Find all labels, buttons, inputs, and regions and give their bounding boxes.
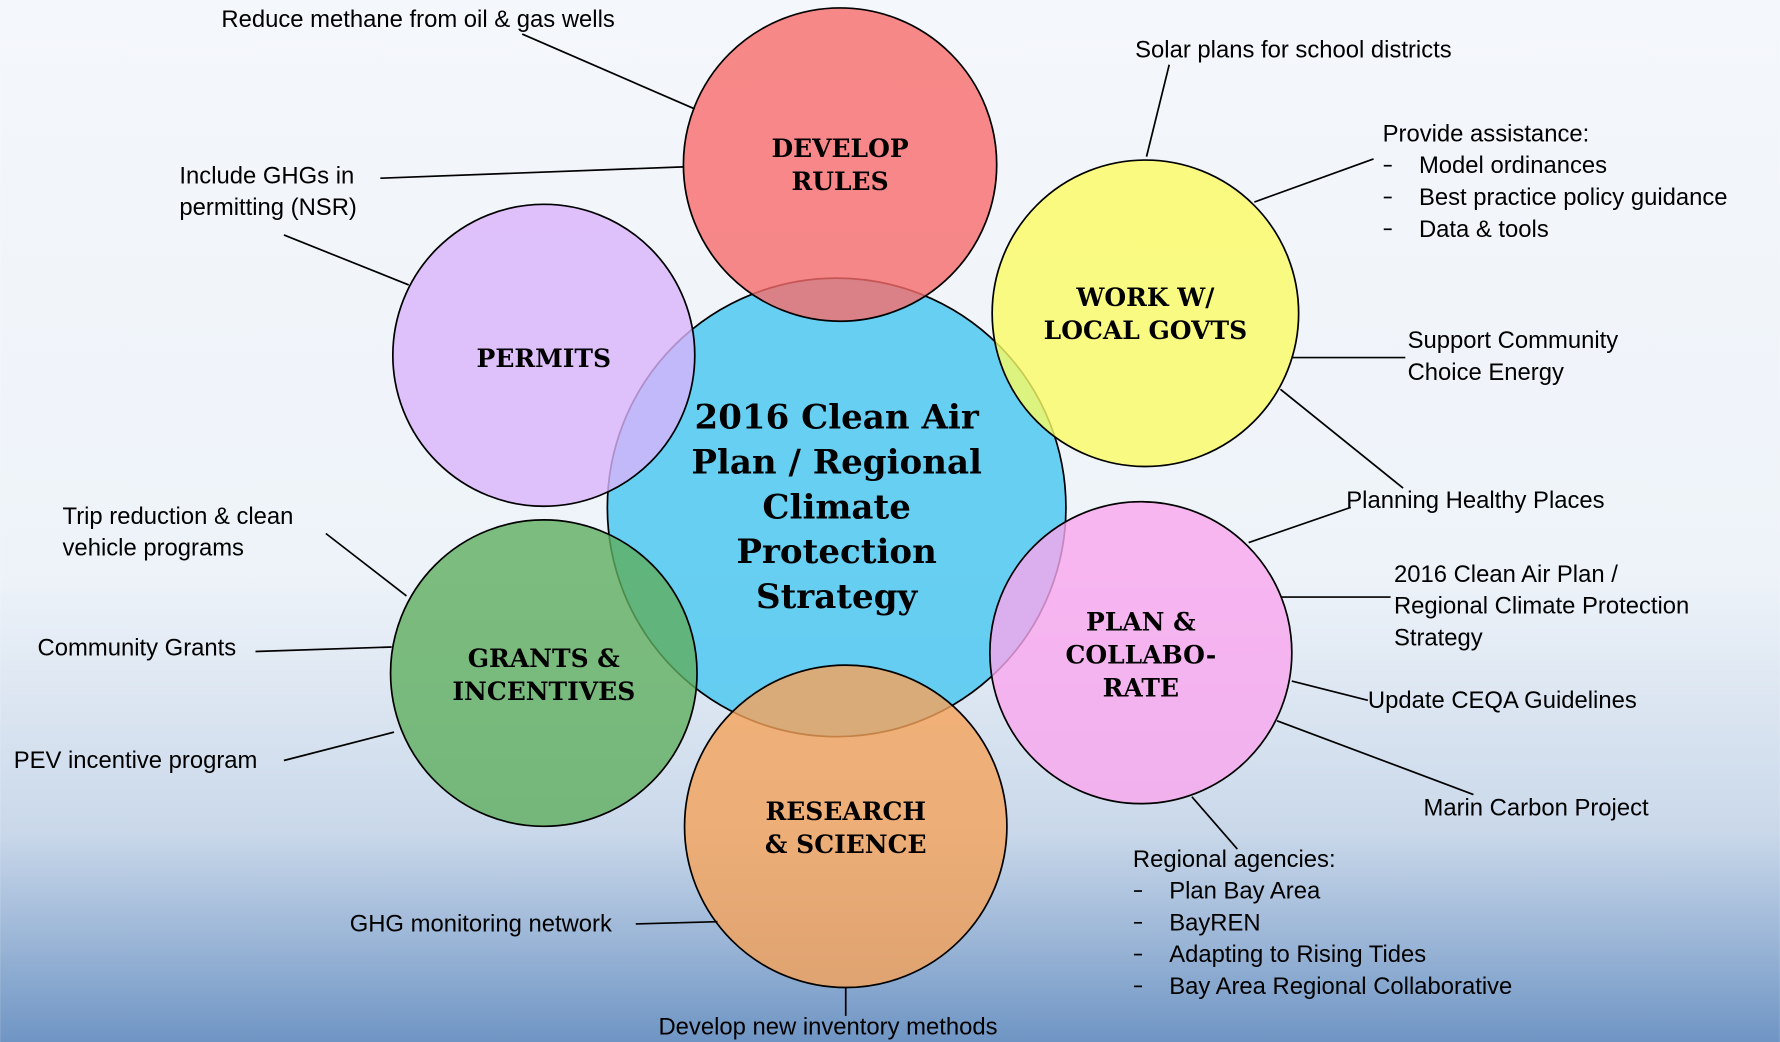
node-label: PLAN & <box>1086 608 1196 637</box>
node-circle <box>991 159 1300 468</box>
node-label: WORK W/ <box>1075 283 1215 312</box>
leader-line <box>1254 158 1374 203</box>
callout-text: Community Grants <box>38 635 237 662</box>
center-label: Plan / Regional <box>691 443 982 483</box>
center-label: 2016 Clean Air <box>695 398 980 438</box>
callout-text: vehicle programs <box>63 535 245 562</box>
leader-line <box>1279 388 1404 489</box>
node-label: DEVELOP <box>771 134 908 163</box>
node-label: PERMITS <box>477 344 612 373</box>
leader-line <box>325 532 407 597</box>
node-label: INCENTIVES <box>452 677 635 706</box>
callout-text: Marin Carbon Project <box>1423 795 1649 822</box>
callout-text: Strategy <box>1394 624 1483 651</box>
node-circle <box>989 500 1293 805</box>
node-label: COLLABO- <box>1066 640 1217 669</box>
node-label: LOCAL GOVTS <box>1044 316 1247 345</box>
callout-item: Data & tools <box>1419 216 1549 243</box>
center-label: Climate <box>762 487 910 527</box>
center-label: Strategy <box>756 577 919 617</box>
leader-line <box>521 33 696 110</box>
leader-line <box>635 920 718 925</box>
callout-item: Model ordinances <box>1419 152 1607 179</box>
callout-text: GHG monitoring network <box>350 910 612 937</box>
callout-item: Bay Area Regional Collaborative <box>1169 973 1512 1000</box>
callout-text: Update CEQA Guidelines <box>1368 687 1637 714</box>
callout-item: Plan Bay Area <box>1169 878 1321 905</box>
leader-line <box>1145 64 1171 157</box>
callout-text: Regional Climate Protection <box>1394 593 1689 620</box>
callout-text: Provide assistance: <box>1383 120 1590 147</box>
leader-line <box>283 731 395 762</box>
callout-text: Develop new inventory methods <box>658 1014 997 1041</box>
callout-text: Solar plans for school districts <box>1135 36 1452 63</box>
node-circle <box>391 203 696 508</box>
callout-text: Regional agencies: <box>1133 846 1336 873</box>
node-label: RATE <box>1103 673 1179 702</box>
leader-line <box>255 646 392 653</box>
callout-text: Planning Healthy Places <box>1346 487 1604 514</box>
callout-text: Trip reduction & clean <box>63 503 294 530</box>
callout-item: Adapting to Rising Tides <box>1169 941 1426 968</box>
center-label: Protection <box>736 532 937 572</box>
leader-line <box>380 166 684 180</box>
callout-text: Support Community <box>1408 327 1619 354</box>
callout-text: permitting (NSR) <box>179 194 356 221</box>
callout-item: BayREN <box>1169 909 1260 936</box>
node-circle <box>682 7 998 323</box>
node-circle <box>683 664 1008 989</box>
leader-line <box>1276 719 1474 796</box>
node-label: & SCIENCE <box>765 830 927 859</box>
leader-line <box>283 234 410 286</box>
callout-text: Reduce methane from oil & gas wells <box>221 6 614 33</box>
leader-line <box>1248 506 1352 544</box>
node-label: RESEARCH <box>766 797 926 826</box>
leader-line <box>1291 680 1369 702</box>
node-circle <box>389 519 698 828</box>
callout-item: Best practice policy guidance <box>1419 184 1728 211</box>
callout-text: Include GHGs in <box>179 162 354 189</box>
node-label: GRANTS & <box>468 644 621 673</box>
callout-text: PEV incentive program <box>14 747 258 774</box>
callout-text: 2016 Clean Air Plan / <box>1394 561 1618 588</box>
callout-text: Choice Energy <box>1408 359 1564 386</box>
node-label: RULES <box>791 167 888 196</box>
leader-line <box>1191 796 1238 850</box>
